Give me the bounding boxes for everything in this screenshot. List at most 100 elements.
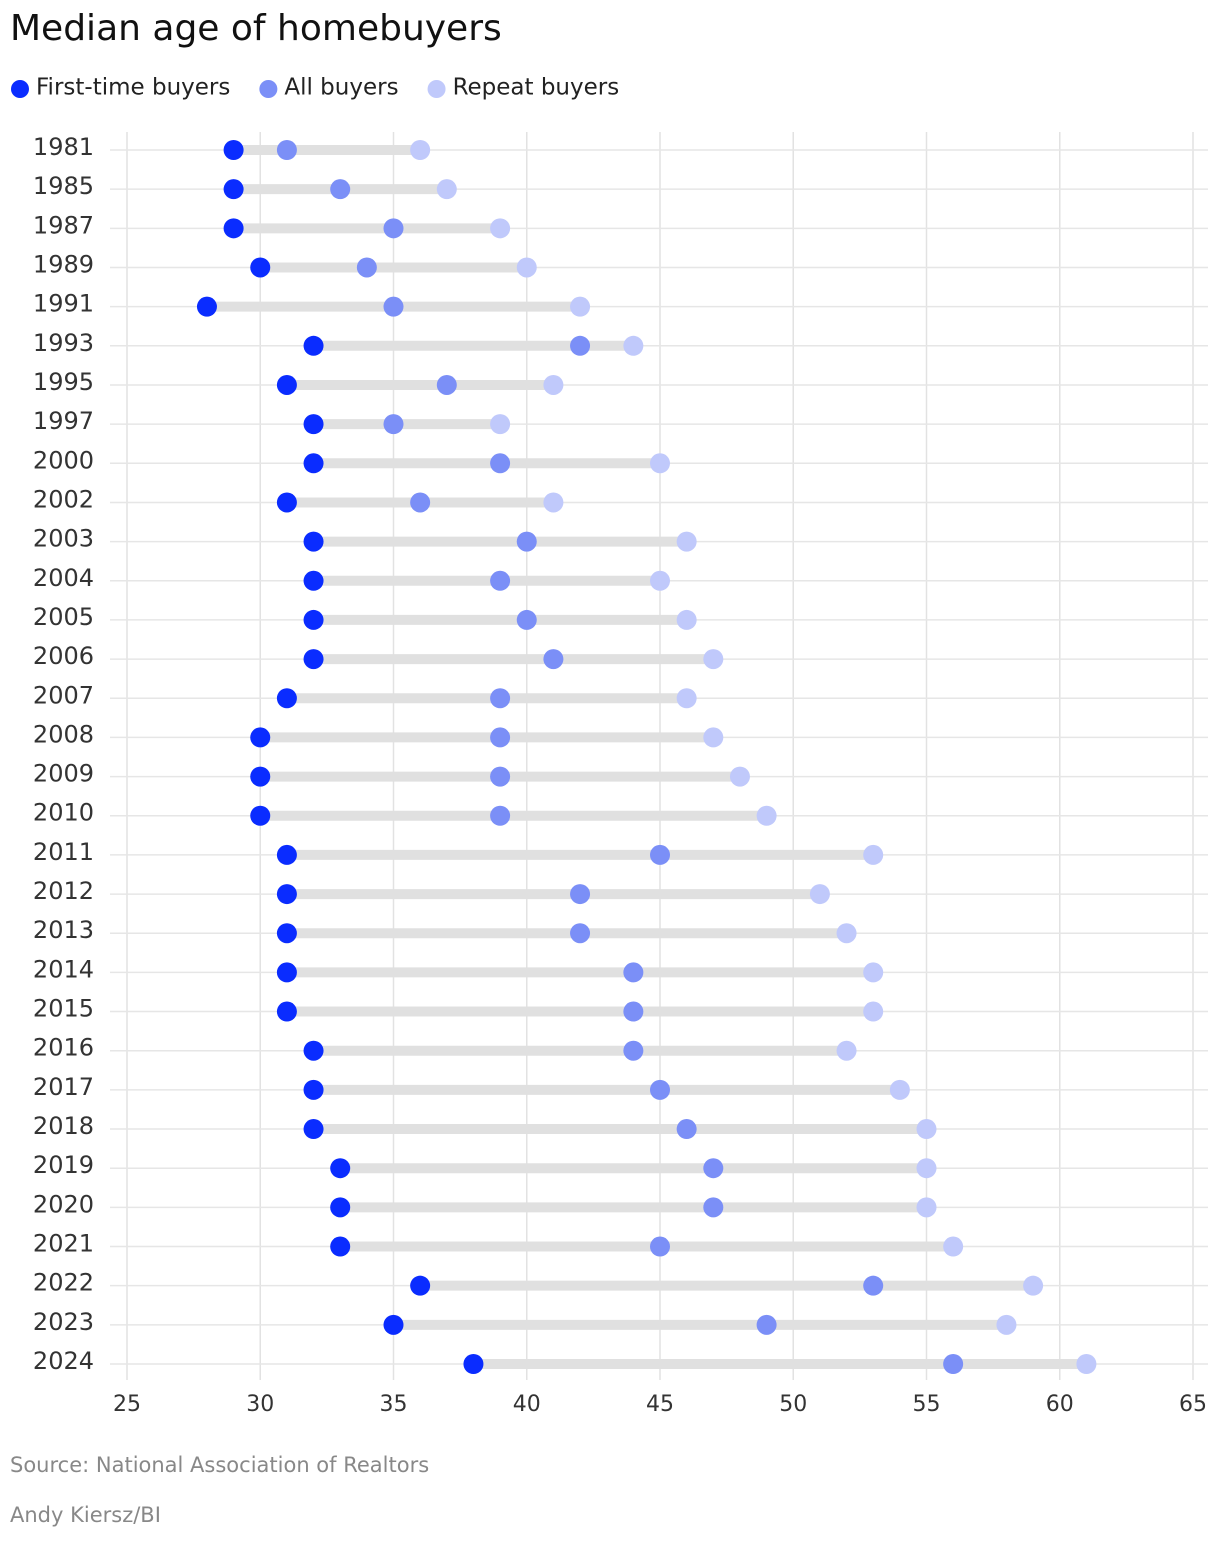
- dot: [516, 609, 537, 630]
- dot: [729, 766, 750, 787]
- x-tick-label: 30: [246, 1392, 274, 1417]
- dot: [303, 531, 324, 552]
- x-tick-label: 40: [513, 1392, 541, 1417]
- legend-label: All buyers: [284, 75, 398, 101]
- dot: [756, 1314, 777, 1335]
- dot: [276, 962, 297, 983]
- dot: [303, 1040, 324, 1061]
- dot: [410, 140, 431, 160]
- dot: [490, 805, 511, 826]
- y-tick-label: 2018: [33, 1112, 94, 1140]
- x-tick-label: 25: [113, 1392, 141, 1417]
- dot: [676, 531, 697, 552]
- x-tick-label: 50: [779, 1392, 807, 1417]
- y-tick-label: 1995: [33, 368, 94, 396]
- dot: [863, 844, 884, 865]
- y-tick-label: 2012: [33, 877, 94, 905]
- y-tick-label: 2005: [33, 603, 94, 631]
- y-tick-label: 1981: [33, 133, 94, 161]
- source: Source: National Association of Realtors: [10, 1453, 429, 1477]
- dot: [863, 962, 884, 983]
- dot: [356, 257, 377, 278]
- dot: [570, 335, 591, 356]
- y-tick-label: 2020: [33, 1190, 94, 1218]
- dot: [276, 1001, 297, 1022]
- y-tick-label: 2014: [33, 955, 94, 983]
- dot: [303, 414, 324, 435]
- dot: [196, 296, 217, 317]
- y-tick-label: 2021: [33, 1230, 94, 1258]
- dot: [463, 1354, 484, 1374]
- y-tick-label: 2007: [33, 681, 94, 709]
- dot: [570, 884, 591, 905]
- y-tick-label: 2009: [33, 760, 94, 788]
- dot: [330, 1197, 351, 1218]
- dot: [1076, 1354, 1097, 1374]
- dot: [650, 570, 670, 591]
- dot: [330, 1236, 351, 1257]
- x-tick-label: 35: [380, 1392, 408, 1417]
- legend-marker: [427, 80, 446, 98]
- dot: [889, 1079, 910, 1100]
- dot: [490, 570, 511, 591]
- dot: [676, 609, 697, 630]
- chart-title: Median age of homebuyers: [10, 8, 502, 49]
- y-tick-label: 2004: [33, 564, 94, 592]
- dot: [863, 1275, 884, 1296]
- x-tick-label: 60: [1046, 1392, 1074, 1417]
- dot: [516, 531, 537, 552]
- y-tick-label: 2010: [33, 799, 94, 827]
- dot: [436, 374, 457, 395]
- dot: [490, 453, 511, 474]
- legend-marker: [11, 80, 29, 98]
- dot: [436, 179, 457, 200]
- dot: [250, 727, 271, 748]
- y-tick-label: 2006: [33, 642, 94, 670]
- dot: [490, 414, 511, 435]
- dot: [276, 884, 297, 905]
- dot: [863, 1001, 884, 1022]
- dot: [836, 1040, 857, 1061]
- dot: [490, 688, 511, 709]
- dot: [303, 649, 324, 670]
- y-tick-label: 2002: [33, 485, 94, 513]
- dot: [996, 1314, 1017, 1335]
- dot: [303, 453, 324, 474]
- y-tick-label: 2000: [33, 446, 94, 474]
- y-tick-label: 1997: [33, 407, 94, 435]
- dot: [410, 1275, 431, 1296]
- dot: [623, 335, 644, 356]
- legend-marker: [259, 80, 278, 98]
- y-tick-label: 1993: [33, 329, 94, 357]
- y-tick-label: 2008: [33, 720, 94, 748]
- dot: [490, 766, 511, 787]
- dot: [303, 570, 324, 591]
- dot: [676, 688, 697, 709]
- y-tick-label: 2013: [33, 916, 94, 944]
- legend-label: Repeat buyers: [453, 75, 620, 101]
- dot: [303, 335, 324, 356]
- dot: [516, 257, 537, 278]
- dot: [916, 1158, 937, 1179]
- y-tick-label: 2015: [33, 995, 94, 1023]
- dot: [383, 1314, 404, 1335]
- y-tick-label: 2024: [33, 1347, 94, 1375]
- dot: [570, 296, 591, 317]
- dot: [943, 1354, 964, 1374]
- dot: [276, 374, 297, 395]
- dot: [543, 492, 564, 513]
- dot: [543, 374, 564, 395]
- y-tick-label: 1987: [33, 211, 94, 239]
- dot: [410, 492, 431, 513]
- dot: [383, 296, 404, 317]
- dot: [703, 1197, 724, 1218]
- y-tick-label: 2023: [33, 1308, 94, 1336]
- dot: [330, 1158, 351, 1179]
- dot: [809, 884, 830, 905]
- dot: [1023, 1275, 1044, 1296]
- dot: [383, 414, 404, 435]
- dot: [383, 218, 404, 239]
- dot: [943, 1236, 964, 1257]
- dot: [836, 923, 857, 944]
- y-tick-label: 1989: [33, 250, 94, 278]
